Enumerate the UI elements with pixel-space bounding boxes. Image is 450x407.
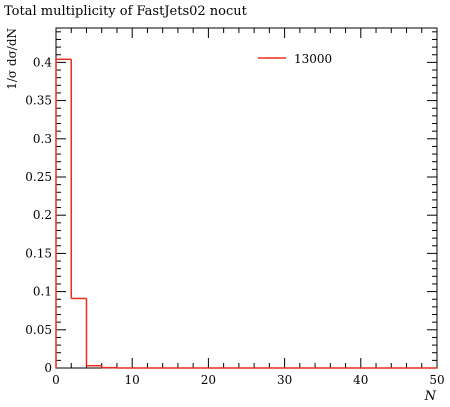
- y-tick-label: 0.3: [33, 132, 52, 146]
- legend-label: 13000: [294, 52, 332, 66]
- y-tick-label: 0.25: [25, 170, 52, 184]
- y-tick-label: 0.2: [33, 208, 52, 222]
- y-tick-label: 0.1: [33, 285, 52, 299]
- x-tick-label: 50: [429, 373, 444, 387]
- x-tick-label: 10: [125, 373, 140, 387]
- y-tick-label: 0.4: [33, 55, 52, 69]
- x-tick-label: 20: [201, 373, 216, 387]
- x-tick-label: 0: [52, 373, 60, 387]
- histogram-marks: [55, 58, 437, 369]
- x-tick-label: 30: [277, 373, 292, 387]
- chart-title: Total multiplicity of FastJets02 nocut: [4, 4, 247, 19]
- y-axis-label: 1/σ dσ/dN: [5, 28, 19, 90]
- y-tick-label: 0: [44, 361, 52, 375]
- y-tick-label: 0.35: [25, 94, 52, 108]
- x-axis-label: N: [424, 389, 437, 404]
- legend: 13000: [258, 52, 332, 66]
- x-tick-label: 40: [353, 373, 368, 387]
- plot-frame: [55, 27, 438, 369]
- y-tick-label: 0.05: [25, 323, 52, 337]
- axis-ticks: [55, 28, 438, 369]
- y-tick-label: 0.15: [25, 246, 52, 260]
- tick-labels: 0 10 20 30 40 50 0 0.05 0.1 0.15 0.2 0.25 0.3 0.35 0.4: [25, 55, 444, 387]
